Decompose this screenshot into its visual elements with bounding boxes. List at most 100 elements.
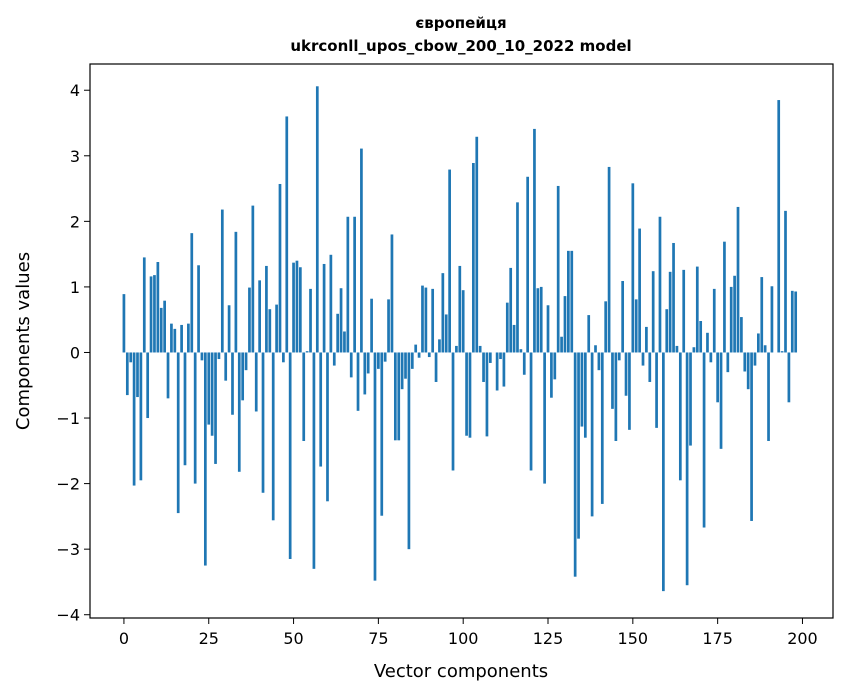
bar-132 (570, 250, 574, 353)
bar-3 (132, 352, 136, 486)
bar-71 (363, 352, 367, 395)
bar-70 (360, 148, 363, 353)
bar-99 (458, 265, 462, 353)
bar-24 (203, 352, 207, 566)
bar-103 (472, 163, 475, 353)
bar-72 (366, 352, 370, 374)
chart-subtitle: ukrconll_upos_cbow_200_10_2022 model (290, 37, 631, 55)
bar-98 (455, 345, 458, 353)
bar-63 (336, 313, 340, 353)
bar-45 (275, 304, 278, 353)
bar-82 (400, 352, 404, 390)
bar-114 (509, 267, 513, 353)
bar-197 (790, 290, 794, 353)
bar-50 (292, 262, 295, 353)
bar-129 (560, 336, 563, 353)
bar-156 (651, 271, 655, 353)
x-tick-label: 100 (448, 629, 479, 648)
bar-94 (441, 273, 445, 353)
bar-7 (146, 352, 150, 419)
bar-177 (723, 241, 726, 353)
bar-47 (282, 352, 285, 363)
bar-20 (190, 233, 194, 353)
bar-194 (780, 351, 784, 353)
bar-122 (536, 288, 540, 353)
bar-56 (312, 352, 316, 569)
bar-111 (499, 352, 502, 360)
bar-178 (726, 352, 730, 373)
bar-83 (404, 352, 407, 379)
bar-34 (237, 352, 241, 472)
bar-39 (254, 352, 258, 412)
bar-182 (740, 317, 743, 353)
bar-181 (736, 206, 740, 353)
bar-110 (495, 352, 499, 391)
bar-12 (163, 300, 166, 353)
bar-55 (309, 288, 312, 353)
bar-19 (187, 323, 190, 353)
bar-191 (770, 286, 774, 353)
bar-97 (451, 352, 455, 471)
bar-90 (427, 352, 431, 358)
bar-89 (424, 287, 428, 353)
y-tick-label: 1 (70, 278, 80, 297)
y-tick-label: −3 (56, 540, 80, 559)
bar-157 (655, 352, 658, 428)
bar-77 (383, 352, 387, 362)
bar-120 (529, 352, 533, 471)
bar-85 (410, 352, 414, 369)
bar-134 (577, 352, 580, 539)
bar-67 (349, 352, 353, 378)
bar-38 (251, 205, 255, 353)
bar-58 (319, 352, 323, 467)
bar-135 (580, 352, 584, 427)
bar-147 (621, 281, 625, 353)
bar-131 (567, 250, 570, 353)
bar-54 (305, 351, 309, 353)
bar-133 (573, 352, 577, 577)
bar-32 (231, 352, 234, 415)
bar-40 (258, 280, 261, 353)
bar-148 (624, 352, 628, 396)
bar-79 (390, 234, 394, 353)
bar-180 (733, 275, 736, 353)
bar-174 (712, 288, 716, 353)
bar-170 (699, 321, 703, 353)
bar-172 (706, 332, 709, 353)
bar-1 (125, 352, 129, 396)
bar-150 (631, 183, 635, 353)
bar-145 (614, 352, 618, 441)
bar-123 (539, 286, 543, 353)
x-tick-label: 75 (368, 629, 388, 648)
bar-91 (431, 288, 435, 353)
bar-37 (248, 287, 251, 353)
bar-27 (214, 352, 217, 464)
bar-25 (207, 352, 211, 425)
bar-0 (122, 294, 126, 353)
bar-104 (475, 136, 479, 353)
bar-93 (438, 339, 441, 353)
bar-164 (678, 352, 682, 481)
bar-151 (634, 299, 638, 353)
bar-113 (505, 302, 509, 353)
bar-198 (794, 291, 798, 353)
bar-48 (285, 116, 289, 353)
bar-51 (295, 260, 299, 353)
bar-13 (166, 352, 170, 399)
bar-165 (682, 269, 686, 353)
bar-168 (692, 347, 696, 353)
bar-41 (261, 352, 265, 493)
bar-161 (668, 271, 672, 353)
bar-169 (695, 266, 699, 353)
bar-185 (750, 352, 753, 521)
bar-171 (702, 352, 706, 528)
bar-140 (597, 352, 601, 371)
bar-193 (777, 100, 781, 353)
bar-121 (533, 128, 536, 353)
bar-196 (787, 352, 791, 403)
bar-10 (156, 262, 160, 353)
chart-title: європейця (415, 14, 506, 32)
bar-158 (658, 216, 662, 353)
x-axis-label: Vector components (374, 661, 548, 682)
x-tick-label: 25 (199, 629, 219, 648)
